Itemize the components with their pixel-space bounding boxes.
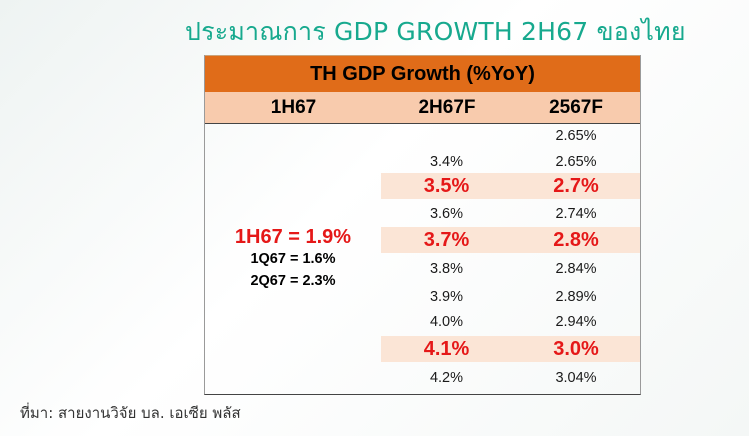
- page-title: ประมาณการ GDP GROWTH 2H67 ของไทย: [185, 17, 686, 46]
- cell-2h67f: 4.1%: [423, 338, 470, 360]
- cell-2h67f: 3.9%: [429, 289, 464, 305]
- cell-2567f: 2.94%: [555, 314, 597, 330]
- cell-2567f: 2.65%: [555, 128, 597, 144]
- q1-67-value: 1Q67 = 1.6%: [250, 251, 336, 267]
- cell-2567f: 2.7%: [553, 175, 599, 197]
- cell-2h67f: 3.7%: [423, 229, 470, 251]
- source-note: ที่มา: สายงานวิจัย บล. เอเซีย พลัส: [20, 404, 241, 422]
- cell-2567f: 2.84%: [555, 261, 597, 277]
- column-header-2567f: 2567F: [549, 97, 603, 118]
- cell-2567f: 2.8%: [553, 229, 599, 251]
- cell-2h67f: 3.4%: [429, 154, 464, 170]
- cell-2567f: 2.89%: [555, 289, 597, 305]
- table-row: 3.9% 2.89%: [381, 284, 640, 310]
- cell-2h67f: 3.5%: [423, 175, 470, 197]
- table-main-header: TH GDP Growth (%YoY): [205, 55, 640, 93]
- table-row: 4.0% 2.94%: [381, 309, 640, 335]
- cell-2h67f: 4.0%: [429, 314, 464, 330]
- table-row: 4.2% 3.04%: [381, 365, 640, 391]
- table-row: 3.8% 2.84%: [381, 256, 640, 282]
- table-row: 4.1% 3.0%: [381, 336, 640, 362]
- q2-67-value: 2Q67 = 2.3%: [250, 273, 336, 289]
- h1-67-total: 1H67 = 1.9%: [234, 226, 352, 248]
- column-header-2h67f: 2H67F: [418, 97, 476, 118]
- cell-2567f: 2.65%: [555, 154, 597, 170]
- table-row: 3.7% 2.8%: [381, 227, 640, 253]
- cell-2h67f: [381, 123, 512, 149]
- table-column-headers: 1H67 2H67F 2567F: [205, 92, 640, 124]
- cell-2h67f: 4.2%: [429, 370, 464, 386]
- cell-2567f: 3.0%: [553, 338, 599, 360]
- column-header-1h67: 1H67: [270, 97, 317, 118]
- cell-2567f: 2.74%: [555, 206, 597, 222]
- gdp-growth-table: TH GDP Growth (%YoY) 1H67 2H67F 2567F 1H…: [204, 55, 641, 395]
- cell-2h67f: 3.8%: [429, 261, 464, 277]
- cell-2567f: 3.04%: [555, 370, 597, 386]
- table-row: 3.4% 2.65%: [381, 149, 640, 175]
- table-row: 2.65%: [381, 123, 640, 149]
- table-row: 3.6% 2.74%: [381, 201, 640, 227]
- cell-2h67f: 3.6%: [429, 206, 464, 222]
- table-row: 3.5% 2.7%: [381, 173, 640, 199]
